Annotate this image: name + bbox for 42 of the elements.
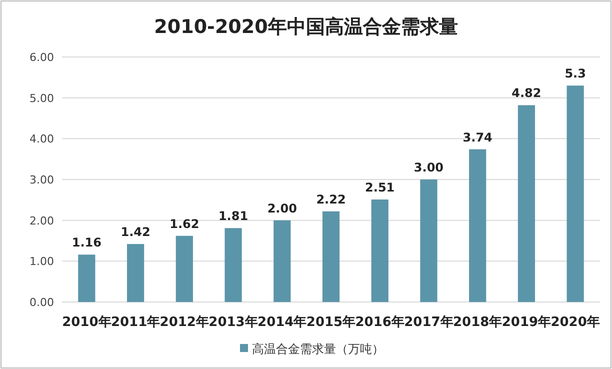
y-tick-label: 3.00 [30, 174, 54, 186]
x-tick-label: 2017年 [404, 315, 454, 330]
bar [518, 105, 536, 302]
bar [176, 236, 193, 302]
bar [371, 200, 388, 302]
bar [322, 211, 340, 302]
x-tick-label: 2012年 [160, 315, 209, 330]
data-label: 3.00 [414, 160, 444, 174]
data-label: 1.81 [218, 209, 248, 224]
data-label: 2.51 [365, 180, 395, 195]
x-tick-label: 2016年 [355, 315, 404, 330]
x-tick-label: 2020年 [550, 315, 600, 330]
data-label: 3.74 [462, 130, 492, 144]
bar [420, 180, 438, 302]
x-tick-label: 2014年 [258, 315, 307, 330]
y-tick-label: 4.00 [30, 132, 54, 146]
data-label: 1.42 [120, 225, 150, 240]
x-tick-label: 2011年 [110, 315, 160, 330]
x-tick-label: 2018年 [453, 315, 502, 330]
bar [274, 220, 291, 302]
data-label: 1.62 [170, 216, 200, 231]
bar [566, 86, 584, 302]
y-tick-label: 0.00 [30, 296, 54, 309]
legend-label: 高温合金需求量（万吨） [252, 342, 384, 356]
x-tick-label: 2019年 [502, 315, 552, 330]
bar [469, 149, 486, 302]
data-label: 2.22 [316, 192, 346, 206]
y-tick-label: 6.00 [30, 51, 54, 64]
data-label: 4.82 [512, 86, 542, 100]
y-tick-label: 2.00 [30, 214, 54, 228]
data-label: 5.3 [564, 66, 586, 81]
data-label: 2.00 [267, 201, 297, 216]
y-tick-label: 5.00 [30, 92, 54, 105]
data-label: 1.16 [72, 236, 102, 250]
bar [78, 254, 96, 302]
x-tick-label: 2013年 [208, 315, 258, 330]
x-tick-label: 2015年 [306, 315, 356, 330]
x-tick-label: 2010年 [62, 315, 112, 330]
y-tick-label: 1.00 [30, 255, 54, 268]
bar [126, 244, 144, 302]
chart-title: 2010-2020年中国高温合金需求量 [154, 16, 458, 38]
bar [224, 228, 242, 302]
